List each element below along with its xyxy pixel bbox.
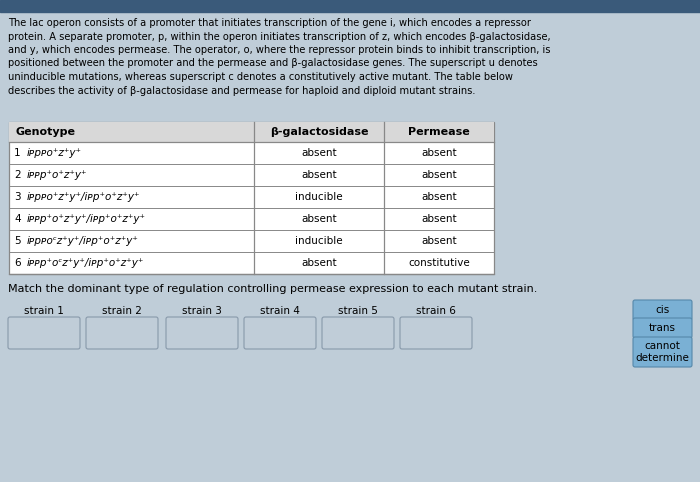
FancyBboxPatch shape [322, 317, 394, 349]
Text: iᴘpᴘoᶜz⁺y⁺/iᴘp⁺o⁺z⁺y⁺: iᴘpᴘoᶜz⁺y⁺/iᴘp⁺o⁺z⁺y⁺ [27, 236, 139, 246]
Text: Permease: Permease [408, 127, 470, 137]
Text: 5: 5 [14, 236, 20, 246]
Bar [9, 122, 494, 274]
Text: β-galactosidase: β-galactosidase [270, 127, 368, 137]
Text: iᴘpᴘo⁺z⁺y⁺: iᴘpᴘo⁺z⁺y⁺ [27, 148, 82, 158]
Text: cis: cis [655, 305, 670, 315]
Text: strain 2: strain 2 [102, 306, 142, 316]
Text: Match the dominant type of regulation controlling permease expression to each mu: Match the dominant type of regulation co… [8, 284, 538, 294]
Text: 4: 4 [14, 214, 20, 224]
FancyBboxPatch shape [244, 317, 316, 349]
Text: iᴘᴘp⁺oᶜz⁺y⁺/iᴘp⁺o⁺z⁺y⁺: iᴘᴘp⁺oᶜz⁺y⁺/iᴘp⁺o⁺z⁺y⁺ [27, 258, 144, 268]
FancyBboxPatch shape [86, 317, 158, 349]
Text: and y, which encodes permease. The operator, o, where the repressor protein bind: and y, which encodes permease. The opera… [8, 45, 550, 55]
Bar [0, 0, 700, 12]
Text: strain 5: strain 5 [338, 306, 378, 316]
FancyBboxPatch shape [8, 317, 80, 349]
Text: inducible: inducible [295, 236, 343, 246]
Text: The lac operon consists of a promoter that initiates transcription of the gene i: The lac operon consists of a promoter th… [8, 18, 531, 28]
Text: absent: absent [421, 148, 457, 158]
Text: 3: 3 [14, 192, 20, 202]
Bar [9, 122, 494, 142]
Text: strain 3: strain 3 [182, 306, 222, 316]
Text: protein. A separate promoter, p, within the operon initiates transcription of z,: protein. A separate promoter, p, within … [8, 31, 551, 41]
Text: constitutive: constitutive [408, 258, 470, 268]
Text: absent: absent [421, 236, 457, 246]
Text: iᴘᴘp⁺o⁺z⁺y⁺: iᴘᴘp⁺o⁺z⁺y⁺ [27, 170, 88, 180]
Text: trans: trans [649, 323, 676, 333]
Text: cannot
determine: cannot determine [636, 341, 690, 363]
Text: 6: 6 [14, 258, 20, 268]
Text: absent: absent [301, 148, 337, 158]
Text: absent: absent [301, 258, 337, 268]
Text: strain 1: strain 1 [24, 306, 64, 316]
Text: positioned between the promoter and the permease and β-galactosidase genes. The : positioned between the promoter and the … [8, 58, 538, 68]
FancyBboxPatch shape [400, 317, 472, 349]
Text: absent: absent [301, 214, 337, 224]
Text: uninducible mutations, whereas superscript c denotes a constitutively active mut: uninducible mutations, whereas superscri… [8, 72, 513, 82]
FancyBboxPatch shape [166, 317, 238, 349]
Text: absent: absent [421, 192, 457, 202]
Text: 2: 2 [14, 170, 20, 180]
Text: 1: 1 [14, 148, 20, 158]
Text: absent: absent [421, 170, 457, 180]
Text: absent: absent [421, 214, 457, 224]
FancyBboxPatch shape [633, 300, 692, 320]
Text: absent: absent [301, 170, 337, 180]
Text: strain 4: strain 4 [260, 306, 300, 316]
Text: iᴘᴘp⁺o⁺z⁺y⁺/iᴘp⁺o⁺z⁺y⁺: iᴘᴘp⁺o⁺z⁺y⁺/iᴘp⁺o⁺z⁺y⁺ [27, 214, 146, 224]
Text: describes the activity of β-galactosidase and permease for haploid and diploid m: describes the activity of β-galactosidas… [8, 85, 475, 95]
FancyBboxPatch shape [633, 337, 692, 367]
Text: inducible: inducible [295, 192, 343, 202]
Text: iᴘpᴘo⁺z⁺y⁺/iᴘp⁺o⁺z⁺y⁺: iᴘpᴘo⁺z⁺y⁺/iᴘp⁺o⁺z⁺y⁺ [27, 192, 141, 202]
Text: Genotype: Genotype [15, 127, 75, 137]
FancyBboxPatch shape [633, 318, 692, 338]
Text: strain 6: strain 6 [416, 306, 456, 316]
